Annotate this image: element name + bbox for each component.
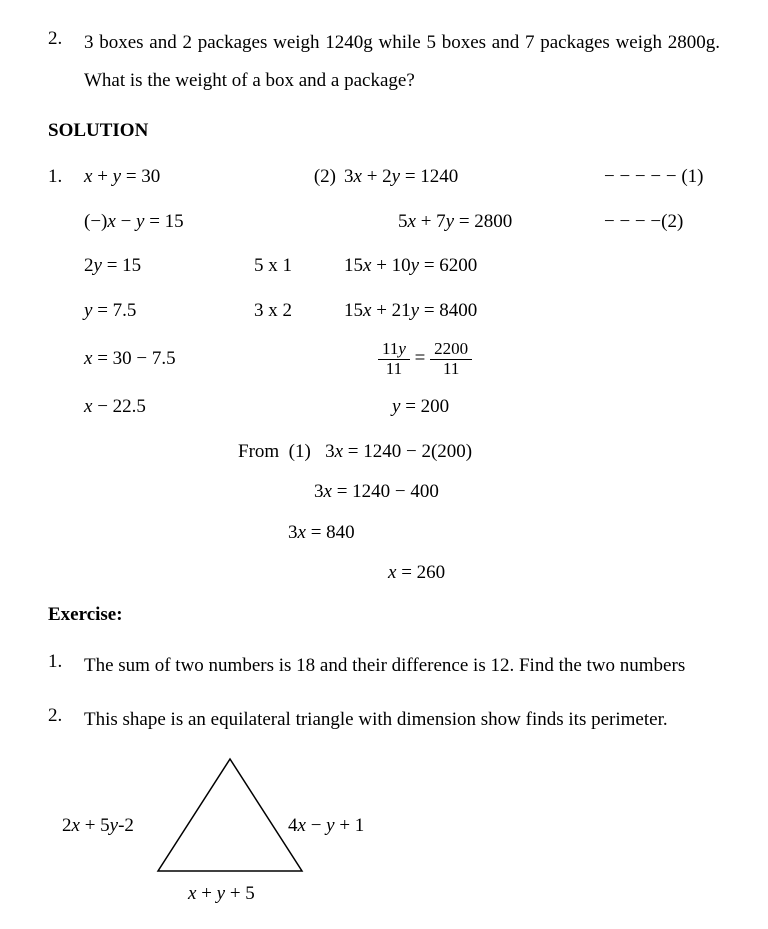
fraction-right: 2200 11 xyxy=(430,340,472,378)
sol-row6-col3: y = 200 xyxy=(344,392,604,422)
sol-row3-col1: 2y = 15 xyxy=(84,251,254,281)
from-line-2: 3x = 1240 − 400 xyxy=(48,477,720,507)
triangle-right-label: 4x − y + 1 xyxy=(288,811,364,841)
solution-heading: SOLUTION xyxy=(48,116,720,146)
sol-row2-col3: 5x + 7y = 2800 xyxy=(344,207,604,237)
triangle-shape-icon xyxy=(150,755,310,875)
problem-2: 2. 3 boxes and 2 packages weigh 1240g wh… xyxy=(48,24,720,100)
exercise-1-number: 1. xyxy=(48,647,84,685)
from-line-3: 3x = 840 xyxy=(48,518,720,548)
sol-row6-col1: x − 22.5 xyxy=(84,392,254,422)
sol-row4-col1: y = 7.5 xyxy=(84,296,254,326)
fraction-left: 11y 11 xyxy=(378,340,410,378)
sol-row5-col3: 11y 11 = 2200 11 xyxy=(344,340,604,378)
sol-row1-col4: − − − − − (1) xyxy=(604,162,724,192)
from-line-1: From (1) 3x = 1240 − 2(200) xyxy=(48,437,720,467)
exercise-1-text: The sum of two numbers is 18 and their d… xyxy=(84,647,720,685)
problem-2-text: 3 boxes and 2 packages weigh 1240g while… xyxy=(84,24,720,100)
problem-2-number: 2. xyxy=(48,24,84,100)
sol-row2-col1: (−)x − y = 15 xyxy=(84,207,254,237)
exercise-2: 2. This shape is an equilateral triangle… xyxy=(48,701,720,739)
sol-row1-col3: 3x + 2y = 1240 xyxy=(344,162,604,192)
exercise-heading: Exercise: xyxy=(48,600,720,630)
sol-row1-num: 1. xyxy=(48,162,84,192)
exercise-2-number: 2. xyxy=(48,701,84,739)
triangle-diagram: 2x + 5y-2 4x − y + 1 x + y + 5 xyxy=(78,755,368,905)
sol-row1-col1: x + y = 30 xyxy=(84,162,254,192)
sol-row2-col4: − − − −(2) xyxy=(604,207,724,237)
sol-row3-col2: 5 x 1 xyxy=(254,251,344,281)
triangle-left-label: 2x + 5y-2 xyxy=(62,811,134,841)
from-line-4: x = 260 xyxy=(48,558,720,588)
sol-row4-col2: 3 x 2 xyxy=(254,296,344,326)
sol-row1-col2: (2) xyxy=(254,162,344,192)
sol-row4-col3: 15x + 21y = 8400 xyxy=(344,296,604,326)
triangle-bottom-label: x + y + 5 xyxy=(188,879,255,909)
fraction-eq: = xyxy=(415,348,430,369)
solution-grid: 1. x + y = 30 (2) 3x + 2y = 1240 − − − −… xyxy=(48,162,720,422)
exercise-1: 1. The sum of two numbers is 18 and thei… xyxy=(48,647,720,685)
sol-row5-col1: x = 30 − 7.5 xyxy=(84,344,254,374)
sol-row3-col3: 15x + 10y = 6200 xyxy=(344,251,604,281)
exercise-2-text: This shape is an equilateral triangle wi… xyxy=(84,701,720,739)
